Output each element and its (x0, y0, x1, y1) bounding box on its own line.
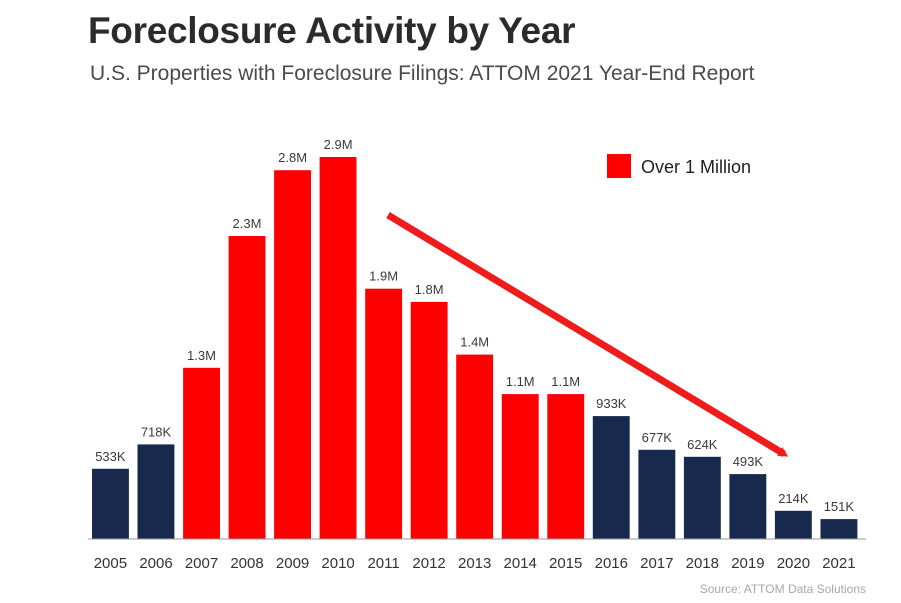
legend-label: Over 1 Million (641, 157, 751, 177)
trend-arrow (386, 212, 789, 457)
data-label-2010: 2.9M (324, 137, 353, 152)
legend-swatch (607, 154, 631, 178)
data-labels-layer: 533K 718K 1.3M 2.3M 2.8M 2.9M 1.9M 1.8M 1.4M 1.1M… (95, 137, 854, 514)
bar-2021 (820, 519, 858, 539)
x-tick-2016: 2016 (595, 555, 628, 572)
data-label-2011: 1.9M (369, 269, 398, 284)
bar-2008 (228, 236, 266, 539)
x-tick-2006: 2006 (139, 555, 172, 572)
bars-layer (92, 157, 858, 539)
data-label-2005: 533K (95, 449, 126, 464)
x-tick-2014: 2014 (504, 555, 537, 572)
bar-2018 (683, 456, 721, 539)
bar-2013 (456, 354, 494, 539)
x-tick-2008: 2008 (230, 555, 263, 572)
data-label-2017: 677K (642, 430, 673, 445)
data-label-2020: 214K (778, 491, 809, 506)
bar-2020 (774, 510, 812, 539)
data-label-2007: 1.3M (187, 348, 216, 363)
x-tick-2012: 2012 (412, 555, 445, 572)
bar-2010 (319, 157, 357, 539)
data-label-2006: 718K (141, 424, 172, 439)
data-label-2008: 2.3M (233, 216, 262, 231)
data-label-2018: 624K (687, 437, 718, 452)
x-axis-ticks: 2005 2006 2007 2008 2009 2010 2011 2012 2013 2014… (94, 555, 856, 572)
bar-2019 (729, 474, 767, 539)
source-note: Source: ATTOM Data Solutions (700, 582, 866, 596)
data-label-2016: 933K (596, 396, 627, 411)
data-label-2021: 151K (824, 499, 855, 514)
x-tick-2021: 2021 (822, 555, 855, 572)
bar-2006 (137, 444, 175, 539)
bar-2012 (410, 301, 448, 539)
x-tick-2011: 2011 (367, 555, 399, 572)
data-label-2009: 2.8M (278, 150, 307, 165)
data-label-2014: 1.1M (506, 374, 535, 389)
x-tick-2007: 2007 (185, 555, 218, 572)
x-tick-2019: 2019 (731, 555, 764, 572)
x-tick-2010: 2010 (321, 555, 354, 572)
bar-2017 (638, 449, 676, 539)
bar-2007 (183, 367, 220, 539)
data-label-2012: 1.8M (415, 282, 444, 297)
x-tick-2017: 2017 (640, 555, 673, 572)
data-label-2019: 493K (733, 454, 764, 469)
bar-2005 (92, 468, 129, 539)
bar-2009 (274, 170, 311, 539)
x-tick-2018: 2018 (686, 555, 719, 572)
bar-2011 (365, 288, 403, 539)
x-tick-2009: 2009 (276, 555, 309, 572)
x-tick-2005: 2005 (94, 555, 127, 572)
data-label-2015: 1.1M (551, 374, 580, 389)
data-label-2013: 1.4M (460, 335, 489, 350)
x-tick-2020: 2020 (777, 555, 810, 572)
chart-subtitle: U.S. Properties with Foreclosure Filings… (90, 62, 755, 85)
x-tick-2013: 2013 (458, 555, 491, 572)
bar-2015 (547, 394, 585, 539)
legend: Over 1 Million (607, 154, 751, 178)
bar-2014 (501, 394, 539, 539)
chart-title: Foreclosure Activity by Year (88, 10, 576, 51)
bar-2016 (592, 416, 630, 539)
x-tick-2015: 2015 (549, 555, 582, 572)
